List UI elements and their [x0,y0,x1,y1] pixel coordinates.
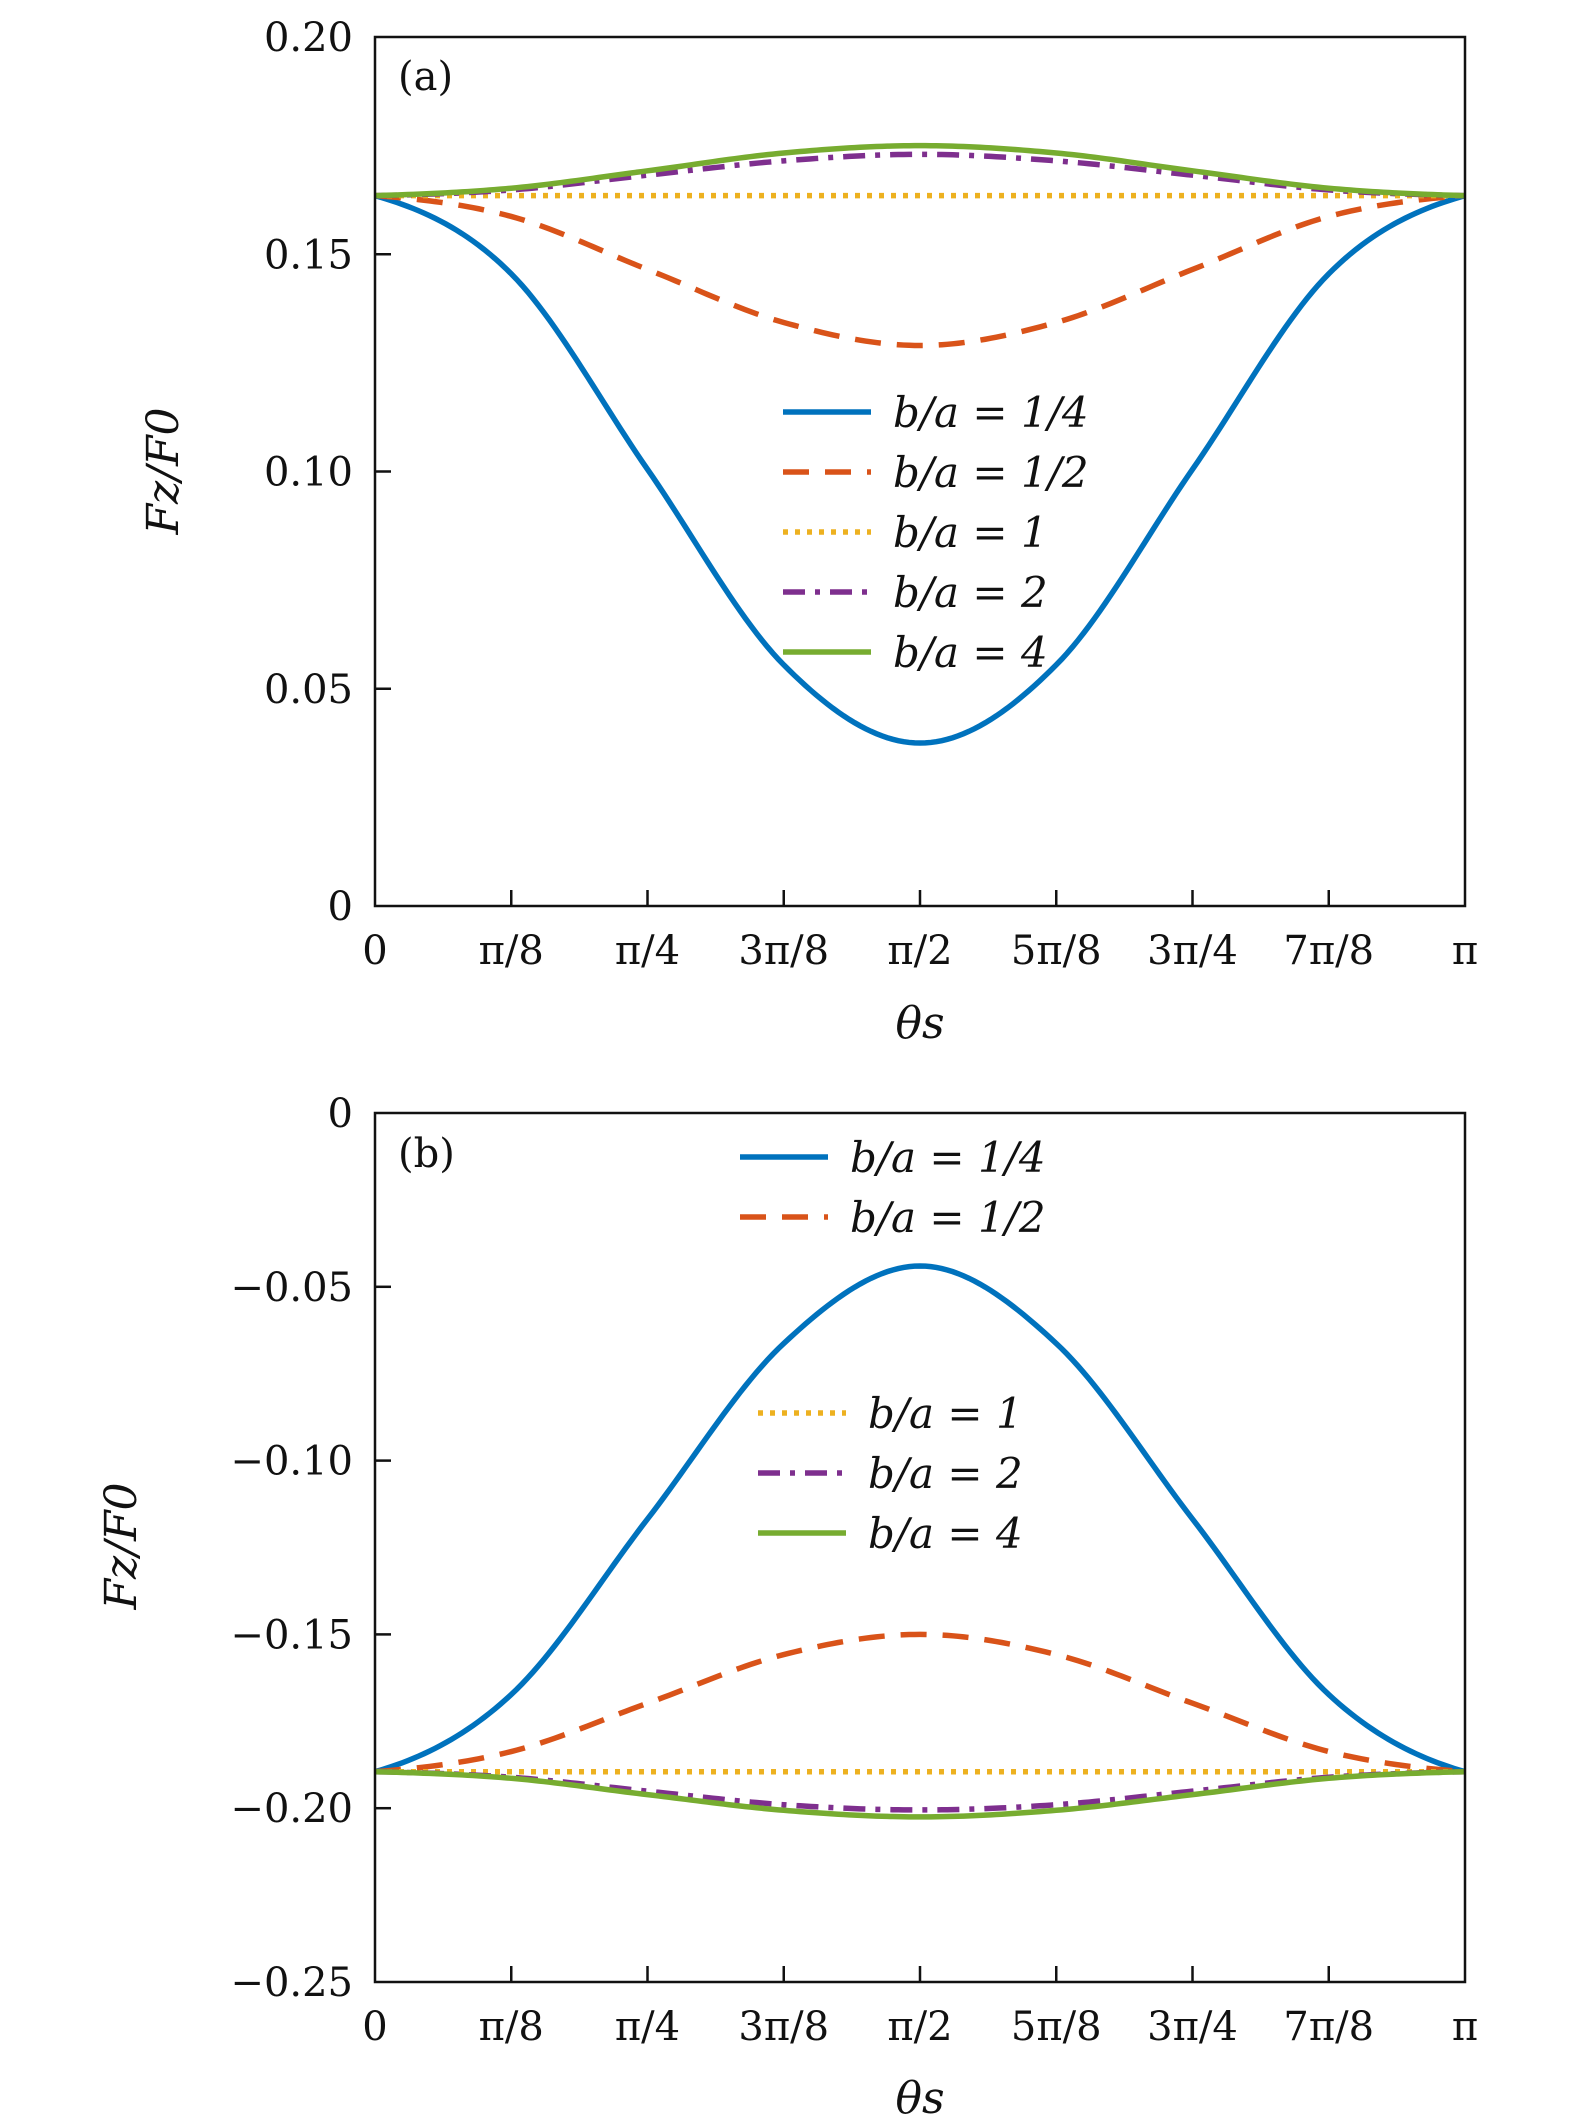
y-axis-label: Fz/F0 [96,1482,147,1610]
panel-label: (b) [398,1131,455,1177]
series-line-0 [374,192,1466,746]
x-tick-label: π [1452,928,1478,974]
x-tick-label: 5π/8 [1011,2004,1102,2050]
legend-label: b/a = 1 [868,1389,1023,1438]
x-tick-label: 7π/8 [1283,2004,1374,2050]
y-tick-label: 0.05 [264,667,353,713]
y-tick-label: −0.10 [230,1439,353,1485]
legend-label: b/a = 1 [893,508,1048,557]
legend-label: b/a = 1/4 [893,388,1089,437]
x-tick-label: π [1452,2004,1478,2050]
legend-label: b/a = 2 [893,568,1048,617]
legend-label: b/a = 1/2 [850,1193,1046,1242]
panel-label: (a) [398,54,453,100]
x-tick-label: π/8 [479,928,544,974]
x-tick-label: 0 [362,928,387,974]
x-tick-label: 3π/8 [738,928,829,974]
series-line-1 [374,192,1466,349]
panel-b: 0 π/8 π/4 3π/8 π/2 5π/8 3π/4 7π/8 π −0.25 −0.20 −0.… [96,1091,1478,2124]
x-tick-label: 3π/8 [738,2004,829,2050]
x-tick-label: 3π/4 [1147,928,1238,974]
x-tick-label: π/4 [615,2004,680,2050]
y-tick-label: 0 [328,884,353,930]
series-line-4 [374,1768,1466,1820]
x-axis-label: θs [895,998,944,1049]
x-tick-label: 3π/4 [1147,2004,1238,2050]
panel-a: 0 π/8 π/4 3π/8 π/2 5π/8 3π/4 7π/8 π 0 0.05 0.10 0.15… [138,15,1478,1049]
y-tick-label: −0.05 [230,1265,353,1311]
y-tick-label: −0.25 [230,1960,353,2006]
y-tick-label: 0 [328,1091,353,1137]
series-line-1 [374,1631,1466,1775]
legend-label: b/a = 4 [893,628,1048,677]
legend-label: b/a = 1/2 [893,448,1089,497]
x-axis-label: θs [895,2073,944,2124]
y-tick-label: −0.15 [230,1612,353,1658]
series-line-3 [374,151,1466,199]
x-tick-label: π/8 [479,2004,544,2050]
legend-1: b/a = 1 b/a = 2 b/a = 4 [758,1389,1023,1558]
legend-label: b/a = 1/4 [850,1133,1046,1182]
y-axis-label: Fz/F0 [138,407,189,535]
series-line-4 [374,142,1466,199]
legend-label: b/a = 4 [868,1509,1023,1558]
y-tick-label: 0.10 [264,450,353,496]
series-line-0 [374,1263,1466,1775]
legend-0: b/a = 1/4 b/a = 1/2 [740,1133,1046,1242]
x-tick-label: π/4 [615,928,680,974]
x-tick-label: 5π/8 [1011,928,1102,974]
x-tick-label: π/2 [887,2004,952,2050]
y-tick-label: −0.20 [230,1786,353,1832]
legend-0: b/a = 1/4 b/a = 1/2 b/a = 1 b/a = 2 b/a = 4 [783,388,1089,677]
y-tick-label: 0.20 [264,15,353,61]
x-tick-label: 7π/8 [1283,928,1374,974]
x-tick-label: π/2 [887,928,952,974]
y-tick-label: 0.15 [264,232,353,278]
x-tick-label: 0 [362,2004,387,2050]
legend-label: b/a = 2 [868,1449,1023,1498]
series-line-3 [374,1768,1466,1813]
